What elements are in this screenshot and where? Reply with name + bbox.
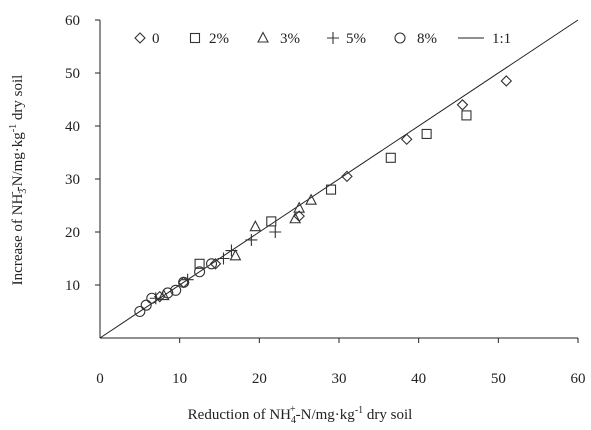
data-point-square [421,128,432,139]
x-tick-label: 10 [172,371,187,387]
legend-marker-diamond [134,32,146,44]
data-point-square [385,152,396,163]
data-point-square [266,216,277,227]
legend-label: 5% [346,31,366,47]
data-point-triangle [293,201,306,213]
legend-label: 3% [280,31,300,47]
data-point-circle [205,258,218,270]
legend-marker-circle [394,32,406,44]
y-tick-label: 30 [65,172,80,188]
data-point-circle [170,284,182,296]
x-tick-label: 30 [332,371,347,387]
x-axis-title: Reduction of NH4+-N/mg·kg-1 dry soil [188,404,413,426]
y-tick-label: 60 [65,13,80,29]
data-point-diamond [209,258,222,270]
data-point-diamond [500,75,513,87]
y-axis-title: Increase of NH3--N/mg·kg-1 dry soil [7,75,29,286]
y-tick-label: 20 [65,225,80,241]
data-points [134,75,513,318]
legend: 0 2% 3% 5% 8% 1:1 [134,31,511,47]
y-tick-label: 40 [65,119,80,135]
data-point-plus [225,244,238,257]
data-point-circle [140,299,152,311]
data-point-triangle [249,220,262,232]
data-point-circle [178,276,190,288]
data-point-plus [269,226,282,238]
x-tick-label: 20 [252,371,267,387]
legend-marker-square [189,32,201,44]
legend-label: 8% [417,31,437,47]
data-point-plus [149,292,162,305]
x-tick-label: 0 [96,371,104,387]
data-point-square [194,258,205,269]
data-point-triangle [229,249,242,261]
x-tick-label: 50 [491,371,506,387]
x-tick-label: 60 [571,371,586,387]
data-point-plus [217,252,230,265]
legend-label: 1:1 [492,31,511,47]
y-tick-label: 50 [65,66,80,82]
data-point-plus [245,233,258,246]
data-point-diamond [341,170,353,183]
legend-marker-triangle [257,31,269,43]
data-point-circle [162,287,174,299]
data-point-triangle [305,193,318,205]
legend-label: 2% [209,31,229,47]
legend-label: 0 [152,31,160,47]
x-tick-label: 40 [411,371,426,387]
data-point-triangle [289,212,302,224]
data-point-diamond [456,99,469,111]
data-point-triangle [157,288,170,301]
data-point-square [325,184,337,195]
y-tick-label: 10 [65,278,80,294]
data-point-circle [134,305,146,318]
data-point-circle [146,292,158,304]
data-point-circle [194,266,206,278]
data-point-square [461,110,472,121]
legend-marker-plus [327,32,339,44]
tick-group: 0 10 20 30 40 50 60 10 20 30 40 50 60 [65,13,586,387]
data-point-diamond [400,133,413,146]
